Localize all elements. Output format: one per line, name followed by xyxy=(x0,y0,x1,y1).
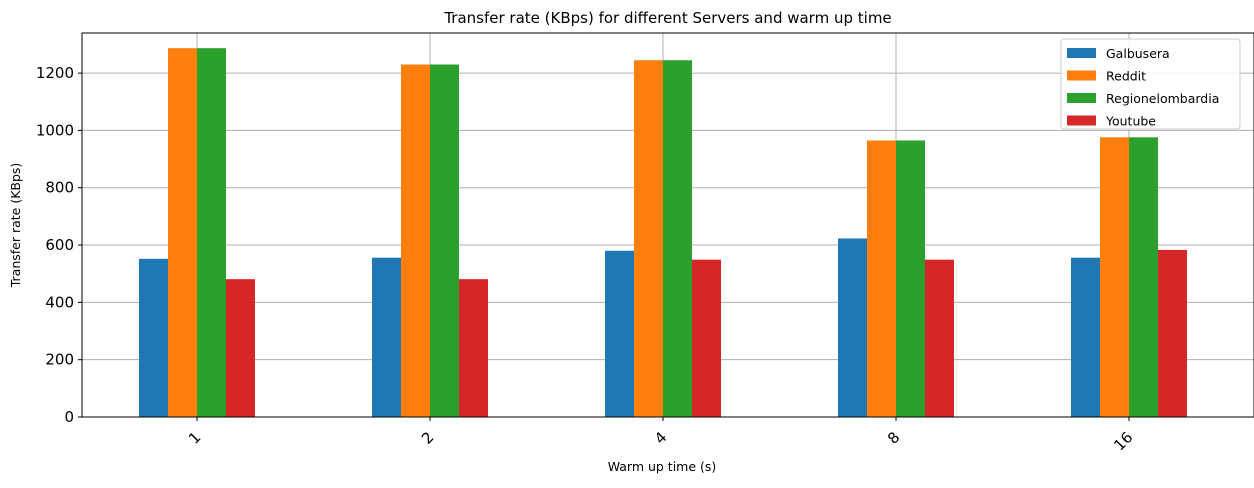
legend-label: Reddit xyxy=(1106,69,1146,84)
chart-title: Transfer rate (KBps) for different Serve… xyxy=(443,9,891,27)
x-tick-label: 4 xyxy=(651,428,670,447)
bar-regionelombardia-16 xyxy=(1129,137,1158,417)
legend-label: Youtube xyxy=(1105,114,1156,129)
bar-reddit-1 xyxy=(168,48,197,418)
x-axis-label: Warm up time (s) xyxy=(608,459,717,474)
bar-regionelombardia-8 xyxy=(896,140,925,417)
bar-galbusera-1 xyxy=(139,258,168,417)
legend-swatch xyxy=(1067,48,1096,58)
y-tick-label: 600 xyxy=(45,236,74,254)
bars-layer xyxy=(139,48,1187,418)
bar-reddit-4 xyxy=(634,60,663,418)
y-tick-label: 1200 xyxy=(36,64,74,82)
y-tick-label: 0 xyxy=(64,408,74,426)
legend-label: Galbusera xyxy=(1106,46,1170,61)
legend-swatch xyxy=(1067,93,1096,103)
legend-swatch xyxy=(1067,70,1096,81)
bar-youtube-8 xyxy=(925,259,954,417)
bar-youtube-1 xyxy=(226,279,255,417)
bar-regionelombardia-4 xyxy=(663,60,692,418)
bar-reddit-2 xyxy=(401,64,430,417)
bar-reddit-8 xyxy=(867,140,896,417)
bar-galbusera-16 xyxy=(1071,257,1100,417)
bar-regionelombardia-2 xyxy=(430,64,459,417)
y-tick-label: 800 xyxy=(45,179,74,197)
x-tick-label: 8 xyxy=(884,428,903,447)
bar-galbusera-4 xyxy=(605,250,634,417)
plot-frame xyxy=(81,32,1254,418)
bar-galbusera-8 xyxy=(838,238,867,417)
bar-youtube-2 xyxy=(459,279,488,417)
bar-reddit-16 xyxy=(1100,137,1129,417)
y-tick-label: 400 xyxy=(45,293,74,311)
x-tick-label: 1 xyxy=(185,428,204,447)
legend-swatch xyxy=(1067,115,1096,126)
x-tick-label: 2 xyxy=(418,428,437,447)
x-tick-label: 16 xyxy=(1110,428,1136,454)
y-axis-label: Transfer rate (KBps) xyxy=(8,163,23,289)
y-tick-label: 200 xyxy=(45,351,74,369)
bar-regionelombardia-1 xyxy=(197,48,226,418)
y-tick-label: 1000 xyxy=(36,121,74,139)
bar-youtube-4 xyxy=(692,259,721,417)
legend: Galbusera Reddit Regionelombardia Youtube xyxy=(1060,38,1241,130)
legend-box xyxy=(1060,38,1241,130)
bar-youtube-16 xyxy=(1158,249,1187,417)
legend-label: Regionelombardia xyxy=(1106,91,1219,106)
bar-galbusera-2 xyxy=(372,257,401,417)
